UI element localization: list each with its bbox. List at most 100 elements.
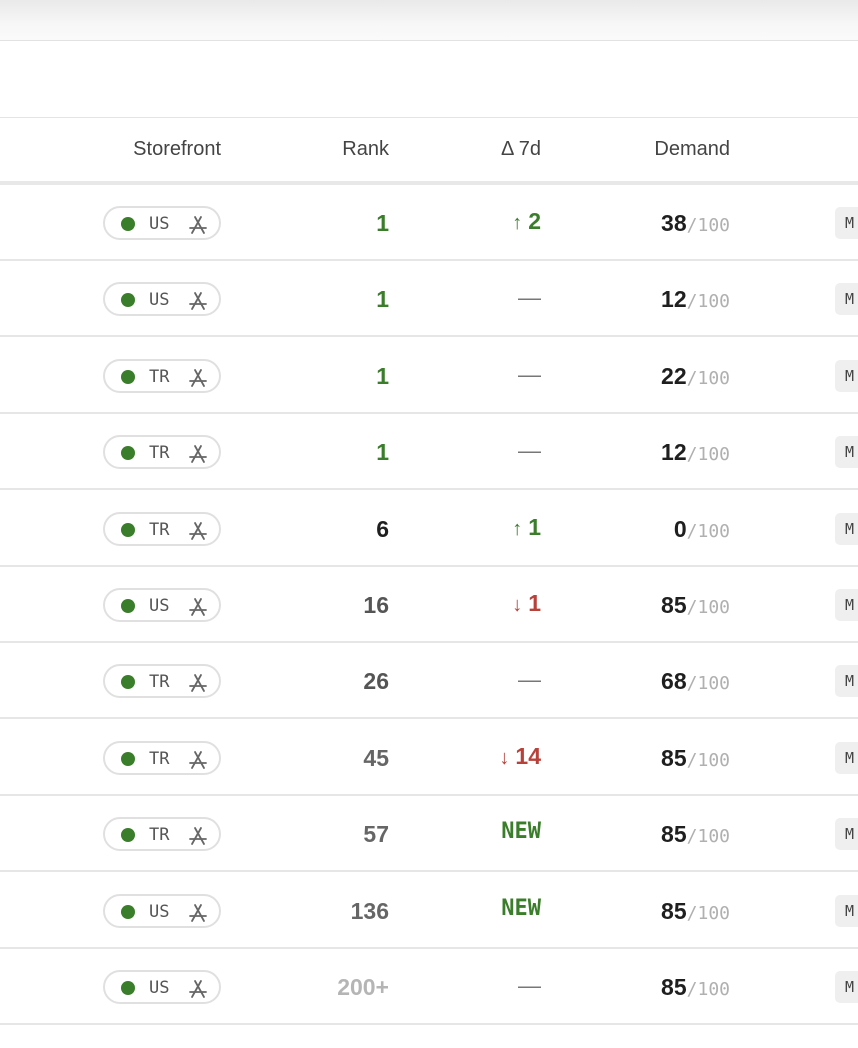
trend-arrow: ↑ xyxy=(512,212,523,234)
demand-value: 85 xyxy=(661,897,687,924)
icon-wrap xyxy=(187,367,209,394)
icon-wrap xyxy=(187,825,209,852)
delta-7d: ↓ 1 xyxy=(512,590,541,617)
app-store-icon xyxy=(189,827,207,846)
column-header[interactable]: Δ 7d xyxy=(500,138,541,160)
demand-value: 38 xyxy=(661,210,687,236)
demand-value: 12 xyxy=(661,286,687,313)
storefront-pill: TR xyxy=(103,817,221,852)
rank: 136 xyxy=(350,897,389,924)
demand-value: 0 xyxy=(673,515,687,542)
rank: 16 xyxy=(363,592,389,618)
top-bar xyxy=(0,0,858,41)
rank: 26 xyxy=(363,668,389,695)
icon-wrap xyxy=(187,290,209,317)
demand: 0/100 xyxy=(674,516,730,543)
tag[interactable]: M xyxy=(835,741,858,774)
rank: 1 xyxy=(376,286,389,313)
demand-suffix: /100 xyxy=(686,826,730,848)
delta-7d: — xyxy=(518,666,541,693)
demand-suffix: /100 xyxy=(686,673,730,695)
table-row[interactable]: TR 57 NEW 85/100 M xyxy=(0,796,858,873)
status-dot xyxy=(121,981,135,995)
icon-wrap xyxy=(187,978,209,1005)
tag[interactable]: M xyxy=(835,283,858,316)
demand-value: 68 xyxy=(661,668,687,695)
delta-value: 1 xyxy=(528,513,541,540)
demand-value: 85 xyxy=(661,744,687,771)
storefront-pill: US xyxy=(103,282,221,317)
table-row[interactable]: US 1 — 12/100 M xyxy=(0,261,858,338)
delta-7d: — xyxy=(518,972,541,999)
delta-7d: ↓ 14 xyxy=(499,743,541,770)
trend-arrow: ↓ xyxy=(499,746,510,769)
demand: 12/100 xyxy=(661,286,730,313)
demand-value: 85 xyxy=(661,974,687,1000)
storefront-code: TR xyxy=(149,748,170,769)
status-dot xyxy=(121,217,135,231)
tag[interactable]: M xyxy=(835,818,858,851)
storefront-pill: US xyxy=(103,206,221,240)
storefront-code: US xyxy=(149,290,170,311)
delta-7d: NEW xyxy=(501,896,541,921)
status-dot xyxy=(121,675,135,690)
delta-7d: ↑ 1 xyxy=(512,514,541,541)
rank: 1 xyxy=(376,439,389,466)
demand-suffix: /100 xyxy=(686,749,730,771)
table-row[interactable]: TR 45 ↓ 14 85/100 M xyxy=(0,720,858,796)
column-header[interactable]: Rank xyxy=(342,138,389,160)
demand: 85/100 xyxy=(661,821,730,848)
app-store-icon xyxy=(189,368,207,387)
delta-value: — xyxy=(518,284,541,311)
storefront-pill: TR xyxy=(103,435,221,470)
demand-suffix: /100 xyxy=(686,367,730,389)
delta-value: — xyxy=(518,360,541,387)
delta-value: 14 xyxy=(515,742,541,769)
icon-wrap xyxy=(187,214,209,241)
demand: 85/100 xyxy=(661,745,730,772)
trend-arrow: ↓ xyxy=(512,594,523,616)
icon-wrap xyxy=(187,520,209,547)
delta-7d: — xyxy=(518,361,541,388)
rank: 200+ xyxy=(337,974,389,1000)
demand-value: 12 xyxy=(661,439,687,466)
icon-wrap xyxy=(187,902,209,929)
storefront-pill: TR xyxy=(103,358,221,394)
storefront-pill: TR xyxy=(103,740,221,776)
demand-suffix: /100 xyxy=(686,597,730,618)
icon-wrap xyxy=(187,749,209,776)
table-row[interactable]: US 16 ↓ 1 85/100 M xyxy=(0,567,858,643)
demand: 85/100 xyxy=(661,592,730,619)
trend-arrow: ↑ xyxy=(512,517,523,540)
table-row[interactable]: US 1 ↑ 2 38/100 M xyxy=(0,185,858,261)
column-header[interactable]: Demand xyxy=(654,138,730,160)
delta-7d: ↑ 2 xyxy=(512,208,541,235)
tag[interactable]: M xyxy=(835,894,858,927)
rank: 6 xyxy=(376,515,389,542)
storefront-code: TR xyxy=(149,443,170,464)
demand: 68/100 xyxy=(661,668,730,695)
tag[interactable]: M xyxy=(835,589,858,621)
status-dot xyxy=(121,522,135,537)
table-row[interactable]: US 200+ — 85/100 M xyxy=(0,949,858,1025)
column-header[interactable]: Storefront xyxy=(133,138,221,160)
demand-value: 85 xyxy=(661,821,687,848)
table-row[interactable]: US 136 NEW 85/100 M xyxy=(0,873,858,949)
table-row[interactable]: TR 1 — 12/100 M xyxy=(0,414,858,491)
table-row[interactable]: TR 26 — 68/100 M xyxy=(0,643,858,720)
delta-value: — xyxy=(518,666,541,693)
tag[interactable]: M xyxy=(835,359,858,392)
app-store-icon xyxy=(189,216,207,234)
tag[interactable]: M xyxy=(835,436,858,469)
demand: 12/100 xyxy=(661,439,730,466)
tag[interactable]: M xyxy=(835,512,858,545)
divider xyxy=(0,117,858,118)
table-row[interactable]: TR 1 — 22/100 M xyxy=(0,338,858,414)
tag[interactable]: M xyxy=(835,665,858,698)
tag[interactable]: M xyxy=(835,207,858,239)
status-dot xyxy=(121,828,135,843)
table-row[interactable]: TR 6 ↑ 1 0/100 M xyxy=(0,491,858,567)
tag[interactable]: M xyxy=(835,971,858,1003)
demand-suffix: /100 xyxy=(686,444,730,466)
storefront-pill: TR xyxy=(103,511,221,547)
